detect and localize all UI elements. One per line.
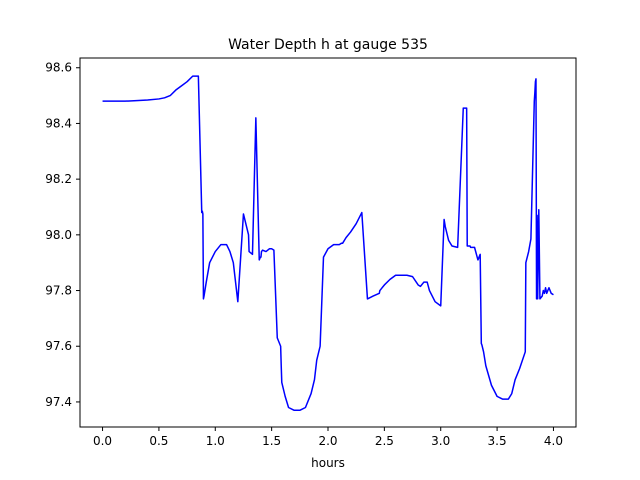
x-tick-label: 1.5 [262, 434, 281, 448]
y-tick-label: 98.6 [45, 61, 72, 75]
y-tick-label: 98.4 [45, 116, 72, 130]
chart-title: Water Depth h at gauge 535 [228, 37, 428, 53]
x-tick-label: 3.5 [488, 434, 507, 448]
x-tick-label: 2.0 [318, 434, 337, 448]
y-tick-label: 97.6 [45, 339, 72, 353]
x-tick-label: 1.0 [206, 434, 225, 448]
x-tick-label: 3.0 [431, 434, 450, 448]
x-tick-label: 2.5 [375, 434, 394, 448]
x-tick-label: 0.0 [93, 434, 112, 448]
y-tick-label: 98.0 [45, 228, 72, 242]
x-tick-label: 4.0 [544, 434, 563, 448]
series-line-0 [102, 75, 554, 412]
y-tick-label: 97.4 [45, 395, 72, 409]
y-tick-label: 97.8 [45, 284, 72, 298]
y-tick-label: 98.2 [45, 172, 72, 186]
x-tick-label: 0.5 [149, 434, 168, 448]
x-axis-label: hours [311, 456, 345, 470]
plot-frame [79, 57, 577, 428]
